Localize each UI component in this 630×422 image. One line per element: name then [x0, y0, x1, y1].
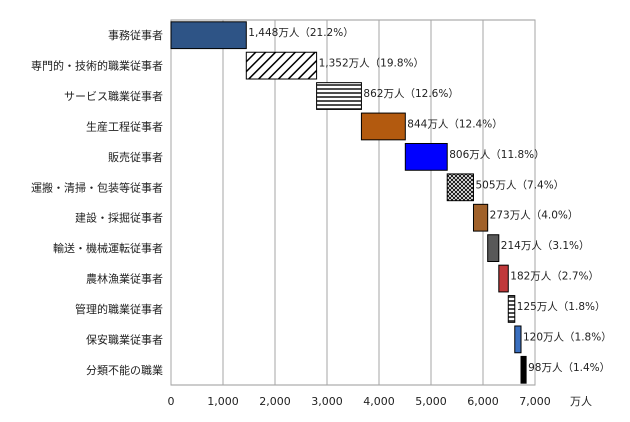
data-label: 214万人（3.1%）: [501, 240, 590, 252]
bar-series: [170, 21, 527, 384]
x-tick-label: 4,000: [363, 395, 395, 408]
category-label: 輸送・機械運転従事者: [53, 241, 163, 255]
bar: [245, 51, 318, 80]
bar: [520, 355, 527, 384]
bar: [170, 21, 247, 50]
data-label: 273万人（4.0%）: [490, 210, 579, 222]
bar: [487, 234, 500, 263]
data-label: 806万人（11.8%）: [449, 149, 544, 161]
x-tick-label: 3,000: [311, 395, 343, 408]
bar: [514, 325, 522, 354]
category-label: 分類不能の職業: [86, 363, 163, 377]
category-label: 保安職業従事者: [86, 332, 163, 346]
category-label: 農林漁業従事者: [86, 272, 163, 286]
data-label: 862万人（12.6%）: [363, 88, 458, 100]
bar: [472, 203, 489, 232]
data-label: 1,448万人（21.2%）: [248, 27, 353, 39]
category-label: 生産工程従事者: [86, 119, 163, 133]
category-label: 事務従事者: [108, 28, 163, 42]
x-tick-label: 2,000: [259, 395, 291, 408]
plot-area-border: [170, 19, 536, 386]
gridlines: [170, 19, 536, 386]
x-tick-label: 6,000: [467, 395, 499, 408]
x-tick-label: 0: [168, 395, 175, 408]
bar: [446, 173, 474, 202]
data-label: 1,352万人（19.8%）: [319, 58, 424, 70]
category-label: 管理的職業従事者: [75, 302, 163, 316]
data-label: 505万人（7.4%）: [475, 179, 564, 191]
x-tick-label: 7,000: [519, 395, 551, 408]
category-labels: 事務従事者専門的・技術的職業従事者サービス職業従事者生産工程従事者販売従事者運搬…: [31, 28, 163, 377]
category-label: サービス職業従事者: [64, 90, 163, 103]
bar: [507, 295, 516, 323]
x-tick-label: 5,000: [415, 395, 447, 408]
data-label: 125万人（1.8%）: [517, 301, 606, 313]
bar: [498, 264, 509, 293]
category-label: 建設・採掘従事者: [75, 211, 163, 225]
bar: [360, 112, 406, 141]
x-axis-tick-labels: 0 1,000 2,000 3,000 4,000 5,000 6,000 7,000: [168, 395, 551, 408]
data-label: 120万人（1.8%）: [523, 331, 612, 343]
category-label: 専門的・技術的職業従事者: [31, 59, 163, 73]
bar: [316, 82, 362, 110]
data-labels: 1,448万人（21.2%） 1,352万人（19.8%） 862万人（12.6%）…: [248, 27, 611, 374]
category-label: 運搬・清掃・包装等従事者: [31, 180, 163, 194]
data-label: 182万人（2.7%）: [510, 271, 599, 283]
category-label: 販売従事者: [108, 151, 163, 164]
data-label: 844万人（12.4%）: [407, 118, 502, 130]
data-label: 98万人（1.4%）: [528, 362, 610, 374]
x-tick-label: 1,000: [207, 395, 239, 408]
bar: [404, 142, 448, 171]
x-axis-unit-label: 万人: [570, 395, 592, 408]
